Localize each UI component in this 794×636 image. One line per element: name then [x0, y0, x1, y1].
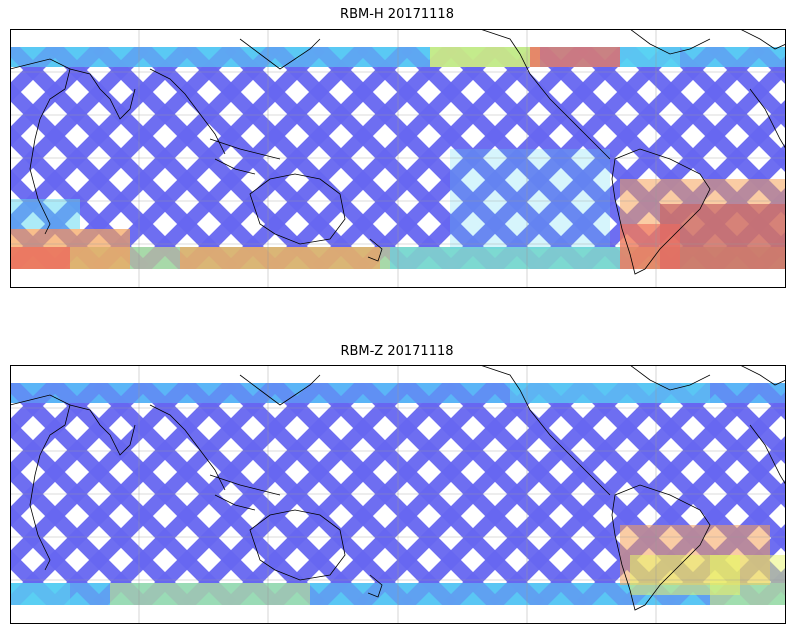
map-panel-rbm-h: RBM-H 20171118 [0, 0, 794, 300]
world-map-rbm-z [10, 365, 786, 624]
coastlines [10, 29, 786, 275]
map-frame [10, 365, 786, 624]
map-panel-rbm-z: RBM-Z 20171118 [0, 336, 794, 636]
coastlines [10, 365, 786, 611]
world-map-rbm-h [10, 29, 786, 288]
map-title: RBM-Z 20171118 [340, 344, 454, 359]
graticule [10, 29, 786, 288]
map-title: RBM-H 20171118 [340, 7, 454, 22]
graticule [10, 365, 786, 624]
map-frame [10, 29, 786, 288]
